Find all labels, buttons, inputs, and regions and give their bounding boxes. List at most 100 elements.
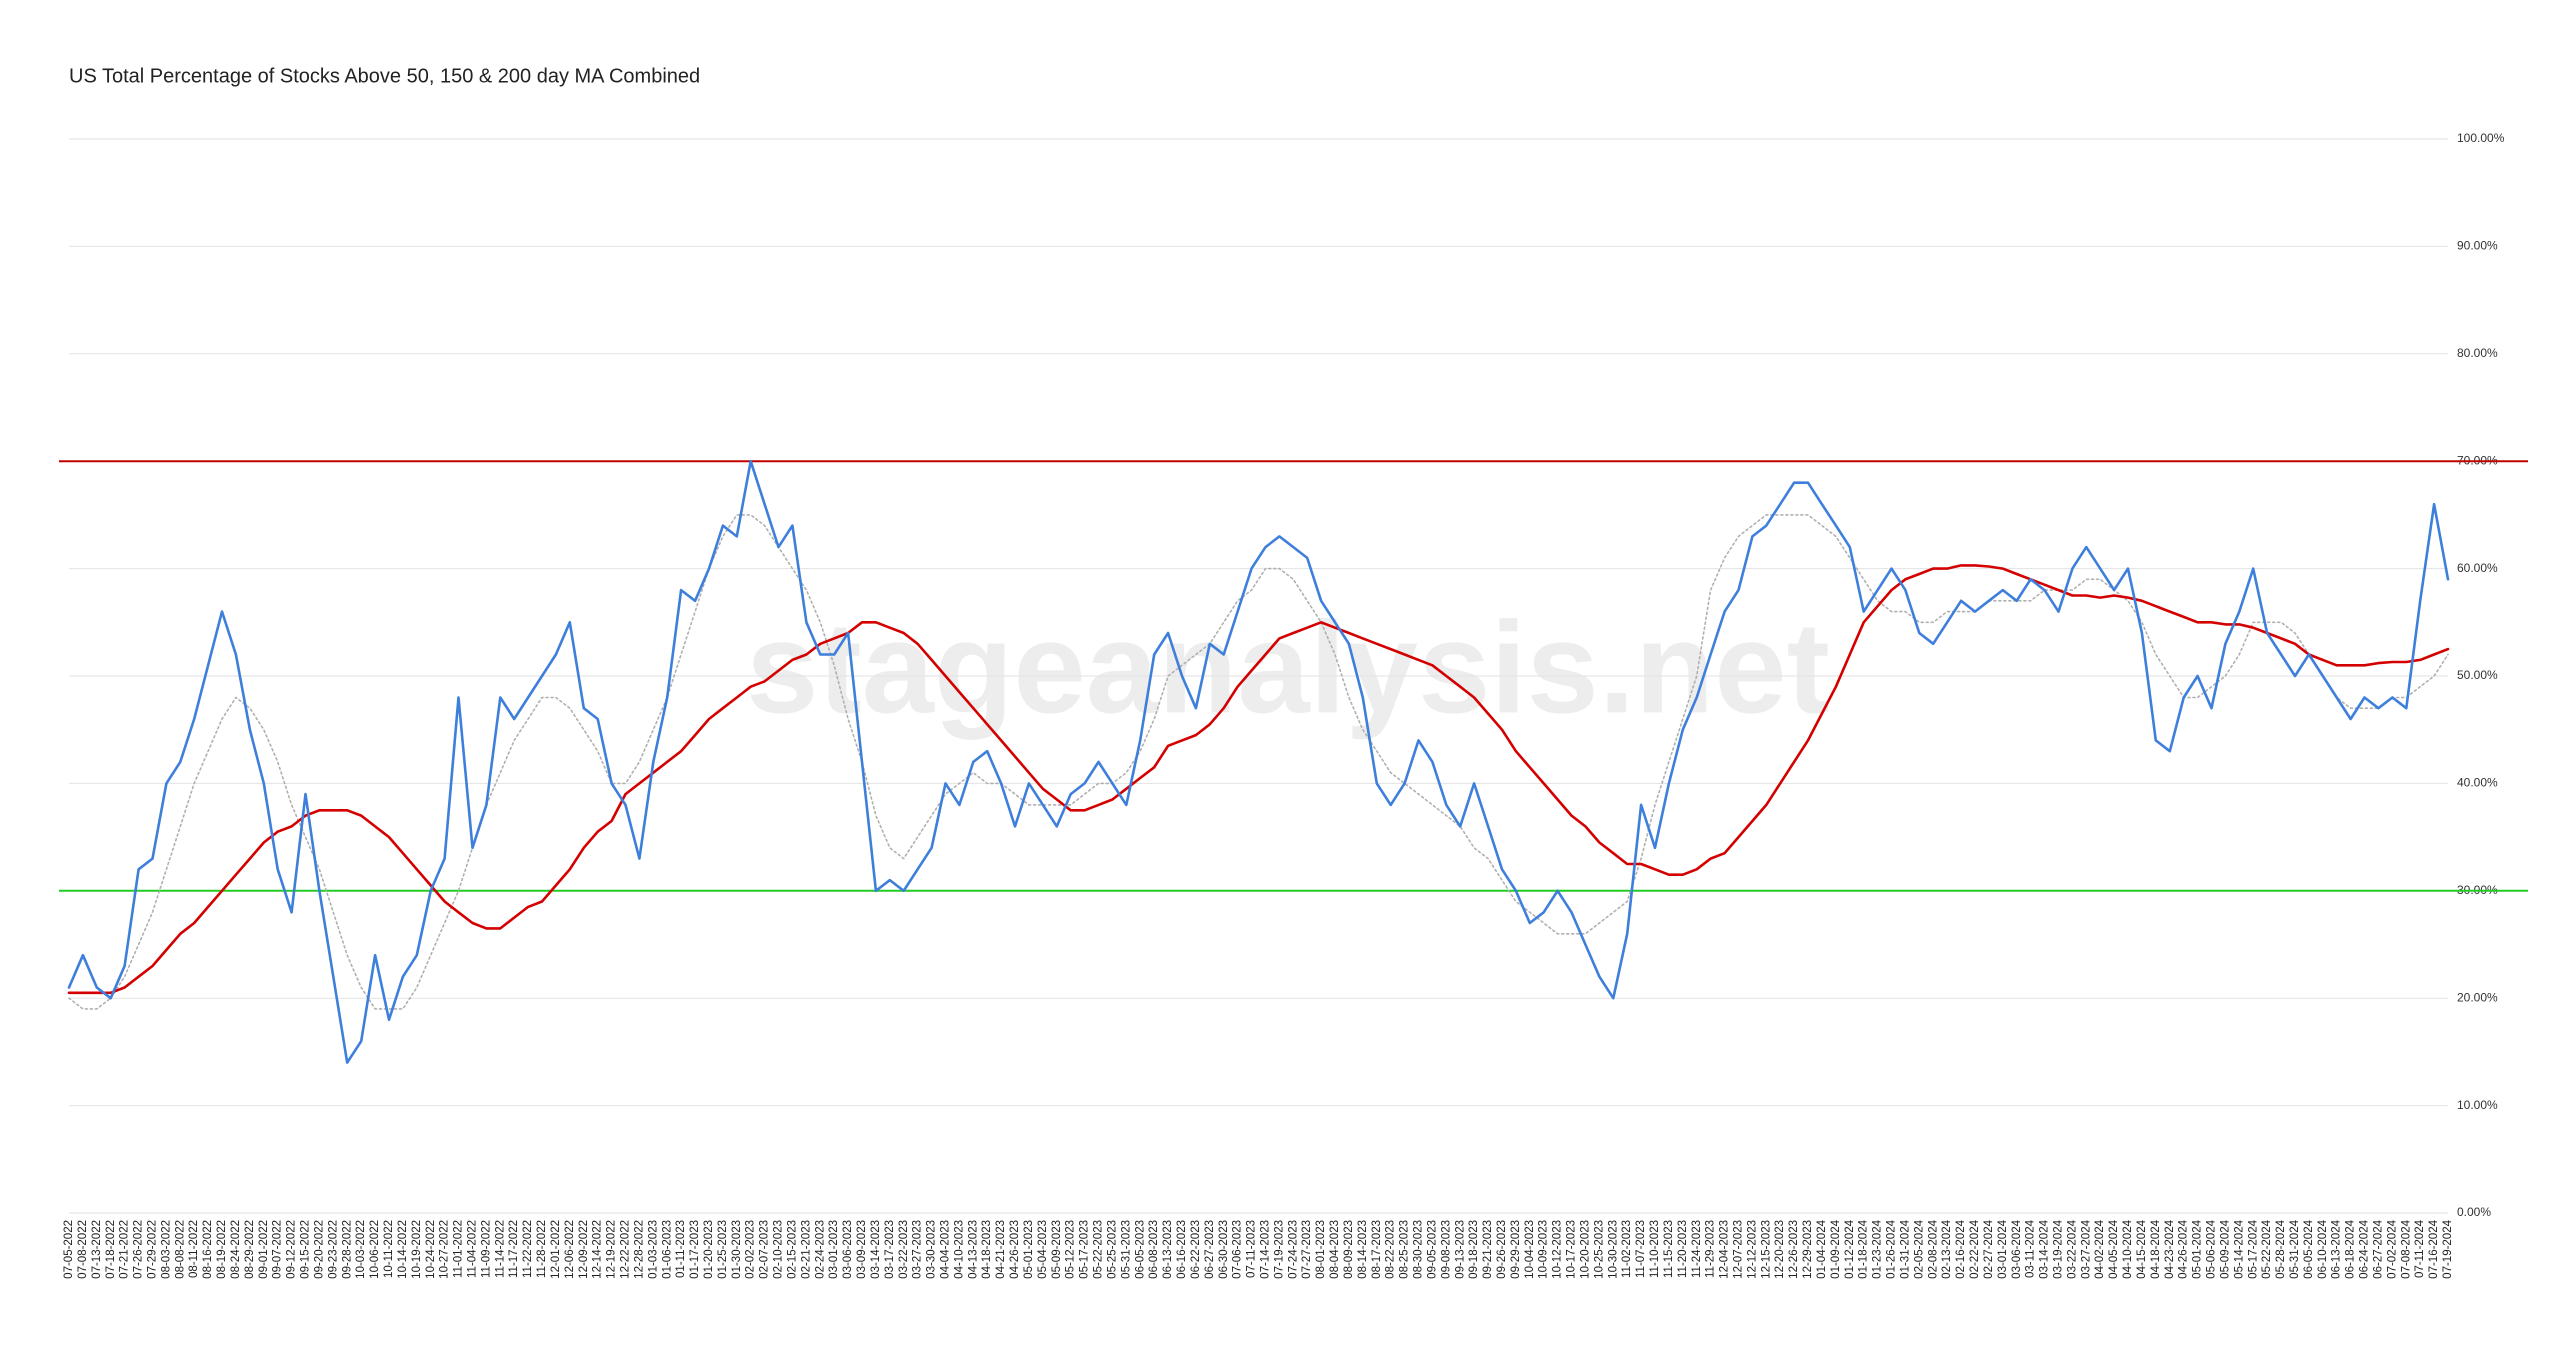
x-tick-label: 10-20-2023	[1579, 1220, 1591, 1279]
x-tick-label: 09-28-2022	[341, 1220, 353, 1279]
chart-title: US Total Percentage of Stocks Above 50, …	[69, 65, 700, 87]
x-tick-label: 07-19-2024	[2442, 1219, 2454, 1278]
x-tick-label: 03-14-2024	[2039, 1219, 2051, 1278]
x-tick-label: 06-24-2024	[2359, 1219, 2371, 1278]
x-tick-label: 04-13-2023	[967, 1220, 979, 1279]
x-tick-label: 07-02-2024	[2386, 1219, 2398, 1278]
x-tick-label: 04-10-2023	[953, 1220, 965, 1279]
x-tick-label: 11-28-2022	[536, 1220, 548, 1278]
x-tick-label: 12-29-2023	[1802, 1220, 1814, 1279]
x-tick-label: 03-27-2023	[912, 1220, 924, 1279]
x-tick-label: 07-18-2022	[105, 1220, 117, 1279]
x-tick-label: 10-14-2022	[397, 1220, 409, 1279]
x-tick-label: 01-23-2024	[1872, 1219, 1884, 1278]
x-tick-label: 09-07-2022	[272, 1220, 284, 1279]
x-tick-label: 07-16-2024	[2428, 1219, 2440, 1278]
x-tick-label: 01-30-2023	[731, 1220, 743, 1279]
x-tick-label: 12-28-2022	[633, 1220, 645, 1279]
x-tick-label: 02-07-2023	[759, 1220, 771, 1279]
x-tick-label: 04-04-2023	[940, 1220, 952, 1279]
x-tick-label: 05-31-2023	[1120, 1220, 1132, 1279]
x-tick-label: 04-18-2024	[2150, 1219, 2162, 1278]
x-tick-label: 06-27-2024	[2372, 1219, 2384, 1278]
x-tick-label: 01-20-2023	[703, 1220, 715, 1279]
x-tick-label: 03-06-2023	[842, 1220, 854, 1279]
x-tick-label: 05-22-2023	[1093, 1220, 1105, 1279]
x-tick-label: 12-06-2022	[564, 1220, 576, 1279]
x-tick-label: 09-15-2022	[300, 1220, 312, 1279]
y-tick-label: 20.00%	[2457, 990, 2498, 1004]
x-tick-label: 05-01-2023	[1023, 1220, 1035, 1279]
x-tick-label: 08-16-2022	[202, 1220, 214, 1279]
x-tick-label: 06-13-2024	[2331, 1219, 2343, 1278]
x-tick-label: 12-19-2022	[606, 1220, 618, 1279]
x-tick-label: 01-18-2024	[1858, 1219, 1870, 1278]
x-tick-label: 06-05-2024	[2303, 1219, 2315, 1278]
x-tick-label: 02-08-2024	[1927, 1219, 1939, 1278]
y-tick-label: 0.00%	[2457, 1205, 2491, 1219]
x-tick-label: 02-21-2023	[800, 1220, 812, 1279]
x-tick-label: 05-12-2023	[1065, 1220, 1077, 1279]
x-tick-label: 12-22-2022	[620, 1220, 632, 1279]
x-tick-label: 05-22-2024	[2261, 1219, 2273, 1278]
x-tick-label: 05-17-2024	[2247, 1219, 2259, 1278]
x-tick-label: 08-29-2022	[244, 1220, 256, 1279]
x-tick-label: 02-10-2023	[773, 1220, 785, 1279]
x-tick-label: 03-22-2024	[2066, 1219, 2078, 1278]
x-tick-label: 04-05-2024	[2108, 1219, 2120, 1278]
x-tick-label: 03-19-2024	[2052, 1219, 2064, 1278]
x-tick-label: 01-09-2024	[1830, 1219, 1842, 1278]
x-tick-label: 04-23-2024	[2164, 1219, 2176, 1278]
x-tick-label: 06-10-2024	[2317, 1219, 2329, 1278]
x-tick-label: 11-07-2023	[1635, 1220, 1647, 1278]
x-tick-label: 10-03-2022	[355, 1220, 367, 1279]
x-tick-label: 03-27-2024	[2080, 1219, 2092, 1278]
x-tick-label: 03-30-2023	[926, 1220, 938, 1279]
x-tick-label: 05-09-2024	[2219, 1219, 2231, 1278]
x-tick-label: 08-25-2023	[1399, 1220, 1411, 1279]
x-tick-label: 05-01-2024	[2192, 1219, 2204, 1278]
x-tick-label: 11-04-2022	[466, 1220, 478, 1278]
x-tick-label: 07-11-2023	[1246, 1220, 1258, 1278]
x-tick-label: 10-11-2022	[383, 1220, 395, 1278]
series-line	[67, 564, 2450, 995]
x-tick-label: 05-06-2024	[2206, 1219, 2218, 1278]
x-tick-label: 03-14-2023	[870, 1220, 882, 1279]
x-tick-label: 12-26-2023	[1788, 1220, 1800, 1279]
x-tick-label: 11-02-2023	[1621, 1220, 1633, 1278]
x-tick-label: 01-12-2024	[1844, 1219, 1856, 1278]
x-tick-label: 04-26-2024	[2178, 1219, 2190, 1278]
x-tick-label: 06-18-2024	[2345, 1219, 2357, 1278]
x-tick-label: 11-01-2022	[453, 1220, 465, 1278]
x-tick-label: 01-04-2024	[1816, 1219, 1828, 1278]
x-tick-label: 01-11-2023	[675, 1220, 687, 1278]
x-tick-label: 08-08-2022	[174, 1220, 186, 1279]
x-tick-label: 09-13-2023	[1454, 1220, 1466, 1279]
y-tick-label: 60.00%	[2457, 561, 2498, 575]
x-tick-label: 09-29-2023	[1510, 1220, 1522, 1279]
x-tick-label: 03-17-2023	[884, 1220, 896, 1279]
x-tick-label: 11-15-2023	[1663, 1220, 1675, 1278]
x-tick-label: 10-17-2023	[1566, 1220, 1578, 1279]
x-tick-label: 06-22-2023	[1190, 1220, 1202, 1279]
x-tick-label: 11-29-2023	[1705, 1220, 1717, 1278]
x-tick-label: 07-08-2022	[77, 1220, 89, 1279]
x-tick-label: 04-18-2023	[981, 1220, 993, 1279]
x-tick-label: 02-13-2024	[1941, 1219, 1953, 1278]
x-tick-label: 03-01-2024	[1997, 1219, 2009, 1278]
x-tick-label: 09-12-2022	[286, 1220, 298, 1279]
x-tick-label: 03-22-2023	[898, 1220, 910, 1279]
x-tick-label: 01-26-2024	[1886, 1219, 1898, 1278]
x-tick-label: 08-14-2023	[1357, 1220, 1369, 1279]
x-tick-label: 12-01-2022	[550, 1220, 562, 1279]
x-tick-label: 05-31-2024	[2289, 1219, 2301, 1278]
watermark: stageanalysis.net	[746, 594, 1830, 740]
x-tick-label: 08-19-2022	[216, 1220, 228, 1279]
x-tick-label: 04-21-2023	[995, 1220, 1007, 1279]
x-tick-label: 07-05-2022	[63, 1220, 75, 1279]
x-tick-label: 10-30-2023	[1607, 1220, 1619, 1279]
x-tick-label: 07-24-2023	[1287, 1220, 1299, 1279]
x-tick-label: 02-05-2024	[1913, 1219, 1925, 1278]
x-tick-label: 09-21-2023	[1482, 1220, 1494, 1279]
